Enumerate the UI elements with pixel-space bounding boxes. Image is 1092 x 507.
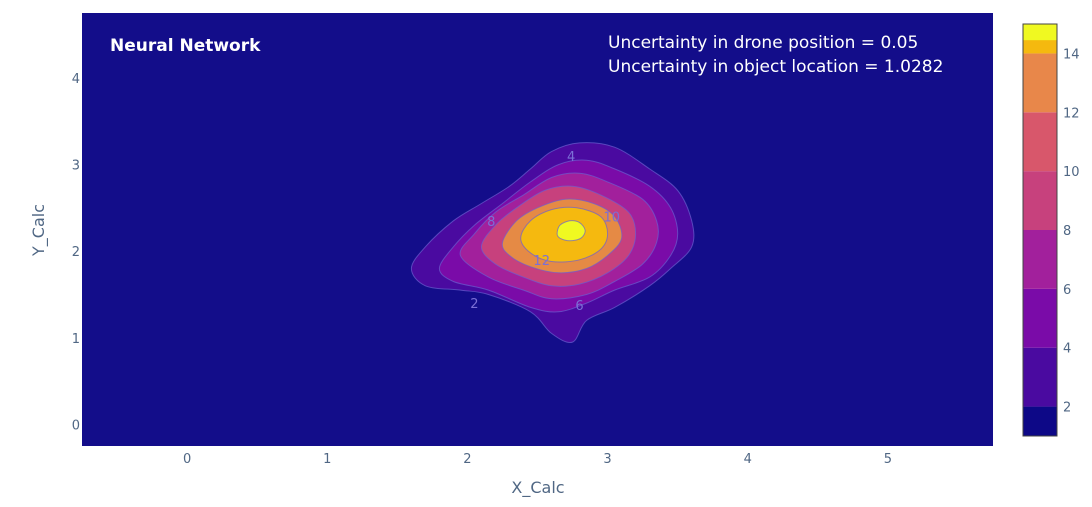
drone-uncertainty-annotation: Uncertainty in drone position = 0.05 (608, 33, 918, 53)
colorbar-band (1023, 406, 1057, 436)
contour-label-12: 12 (533, 254, 550, 269)
colorbar: 2 4 6 8 10 12 14 (1022, 23, 1080, 437)
colorbar-tick-label: 10 (1063, 165, 1080, 180)
colorbar-tick-label: 8 (1063, 224, 1071, 239)
y-tick-label: 0 (72, 418, 80, 433)
colorbar-band (1023, 230, 1057, 289)
contour-level-14 (556, 220, 586, 242)
contour-label-4: 4 (567, 150, 575, 165)
object-uncertainty-annotation: Uncertainty in object location = 1.0282 (608, 57, 943, 77)
contour-label-8: 8 (487, 215, 495, 230)
contour-layers (410, 142, 695, 344)
y-tick-label: 2 (72, 245, 80, 260)
y-tick-label: 3 (72, 159, 80, 174)
colorbar-tick-label: 2 (1063, 401, 1071, 416)
method-annotation: Neural Network (110, 36, 261, 56)
x-tick-label: 1 (323, 452, 331, 467)
colorbar-band (1023, 112, 1057, 172)
colorbar-band (1023, 288, 1057, 348)
x-axis-title: X_Calc (511, 478, 564, 498)
colorbar-outline (1022, 23, 1058, 437)
y-axis-title: Y_Calc (29, 204, 49, 257)
y-tick-label: 1 (72, 332, 80, 347)
colorbar-band (1023, 171, 1057, 230)
y-tick-label: 4 (72, 72, 80, 87)
x-axis: 0 1 2 3 4 5 (183, 452, 892, 467)
x-tick-label: 3 (603, 452, 611, 467)
contour-label-6: 6 (575, 299, 583, 314)
colorbar-peak-band (1023, 24, 1057, 41)
colorbar-tick-label: 6 (1063, 283, 1071, 298)
y-axis: 0 1 2 3 4 (72, 72, 80, 433)
contour-label-2: 2 (470, 297, 478, 312)
contour-labels: 2 4 6 8 10 12 (470, 150, 620, 314)
x-tick-label: 4 (744, 452, 752, 467)
contour-label-10: 10 (604, 211, 621, 226)
colorbar-band (1023, 53, 1057, 113)
colorbar-tick-label: 4 (1063, 342, 1071, 357)
x-tick-label: 5 (884, 452, 892, 467)
colorbar-tick-label: 14 (1063, 47, 1080, 62)
x-tick-label: 2 (463, 452, 471, 467)
x-tick-label: 0 (183, 452, 191, 467)
colorbar-tick-label: 12 (1063, 106, 1080, 121)
colorbar-band (1023, 347, 1057, 407)
